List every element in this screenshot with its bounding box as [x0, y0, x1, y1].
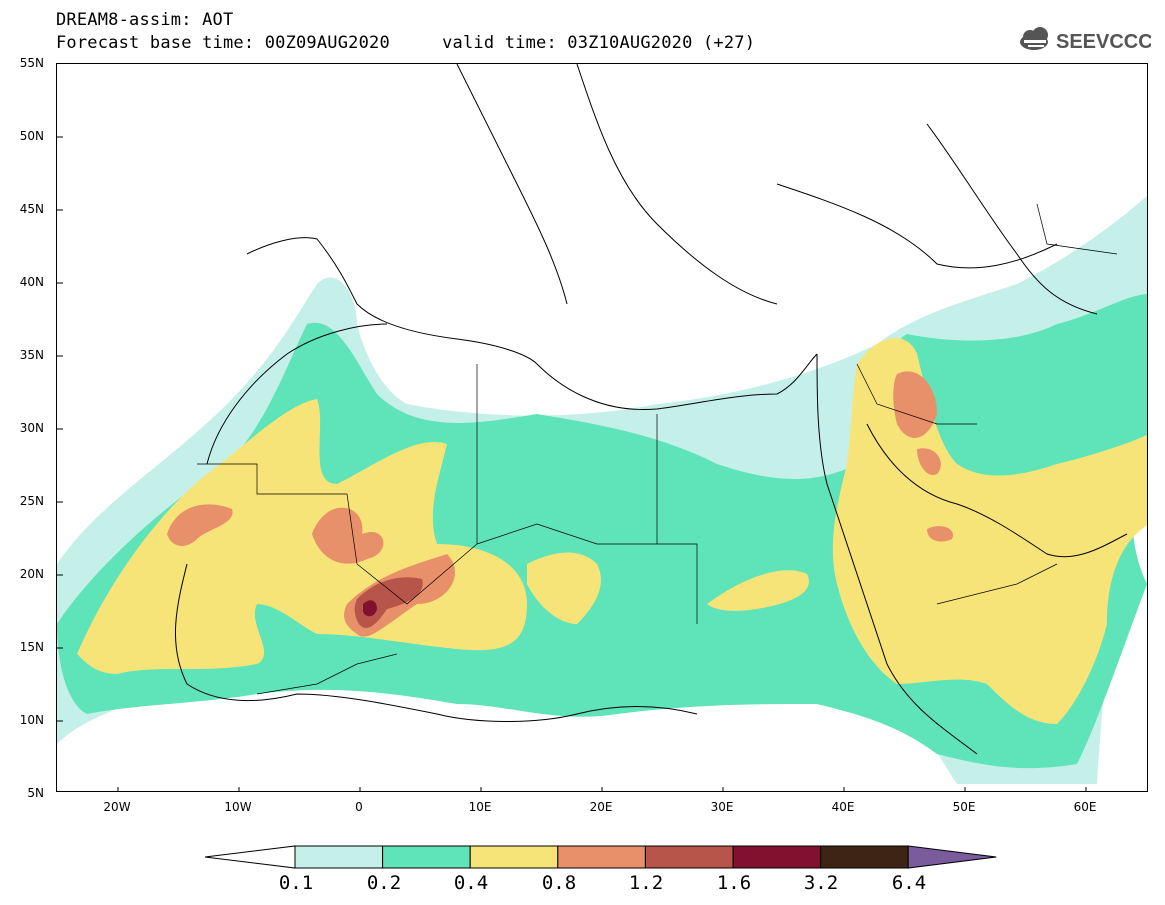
colorbar-swatch-2 [382, 845, 471, 869]
colorbar-label-3.2: 3.2 [803, 872, 839, 894]
aot-region-0.8-saudi [917, 448, 941, 475]
lat-label-55n: 55N [19, 56, 44, 70]
chart-title: DREAM8-assim: AOT [56, 10, 234, 30]
aot-region-0.8-iraq [893, 371, 937, 438]
aot-region-1.6 [363, 600, 377, 617]
lon-label-50e: 50E [952, 800, 976, 814]
seevccc-logo: SEEVCCC [1020, 27, 1151, 53]
colorbar-label-0.2: 0.2 [366, 872, 402, 894]
lat-label-45n: 45N [19, 202, 44, 216]
aot-map [57, 64, 1147, 791]
lon-label-20w: 20W [103, 800, 131, 814]
aot-region-0.4-sahel [707, 570, 809, 611]
coastlines [174, 64, 1128, 755]
aot-region-0.8-algeria [312, 507, 384, 564]
colorbar-over-triangle [907, 845, 997, 869]
axis-ticks [57, 136, 1087, 791]
colorbar-swatch-7 [820, 845, 909, 869]
aot-field [57, 195, 1147, 784]
colorbar-swatch-6 [732, 845, 822, 869]
country-borders [197, 203, 1118, 695]
forecast-time-line: Forecast base time: 00Z09AUG2020 valid t… [56, 33, 756, 53]
aot-region-0.8-mauritania [167, 504, 233, 546]
colorbar-label-0.8: 0.8 [541, 872, 577, 894]
aot-region-0.4-chad [527, 552, 601, 624]
colorbar [205, 845, 997, 869]
lat-label-10n: 10N [19, 713, 44, 727]
lat-label-50n: 50N [19, 129, 44, 143]
map-panel [56, 63, 1148, 792]
logo-text: SEEVCCC [1056, 31, 1151, 53]
lon-label-20e: 20E [589, 800, 613, 814]
cloud-logo-icon [1020, 27, 1048, 50]
colorbar-under-triangle [205, 845, 296, 869]
lat-label-15n: 15N [19, 640, 44, 654]
lon-label-40e: 40E [831, 800, 855, 814]
aot-region-0.8-rubalkhali [927, 526, 953, 542]
colorbar-label-6.4: 6.4 [891, 872, 927, 894]
colorbar-label-1.6: 1.6 [716, 872, 752, 894]
colorbar-label-0.4: 0.4 [453, 872, 489, 894]
lat-label-25n: 25N [19, 494, 44, 508]
colorbar-swatch-4 [557, 845, 646, 869]
lon-label-10e: 10E [468, 800, 492, 814]
colorbar-swatches [205, 845, 997, 869]
colorbar-swatch-5 [644, 845, 734, 869]
lon-label-0: 0 [355, 800, 363, 814]
colorbar-label-1.2: 1.2 [628, 872, 664, 894]
lat-label-35n: 35N [19, 348, 44, 362]
lon-label-30e: 30E [710, 800, 734, 814]
lat-label-5n: 5N [27, 786, 44, 800]
colorbar-swatch-1 [294, 845, 384, 869]
lon-label-10w: 10W [224, 800, 252, 814]
lon-label-60e: 60E [1073, 800, 1097, 814]
lat-label-40n: 40N [19, 275, 44, 289]
lat-label-20n: 20N [19, 567, 44, 581]
lat-label-30n: 30N [19, 421, 44, 435]
colorbar-label-0.1: 0.1 [278, 872, 314, 894]
colorbar-swatch-3 [469, 845, 559, 869]
